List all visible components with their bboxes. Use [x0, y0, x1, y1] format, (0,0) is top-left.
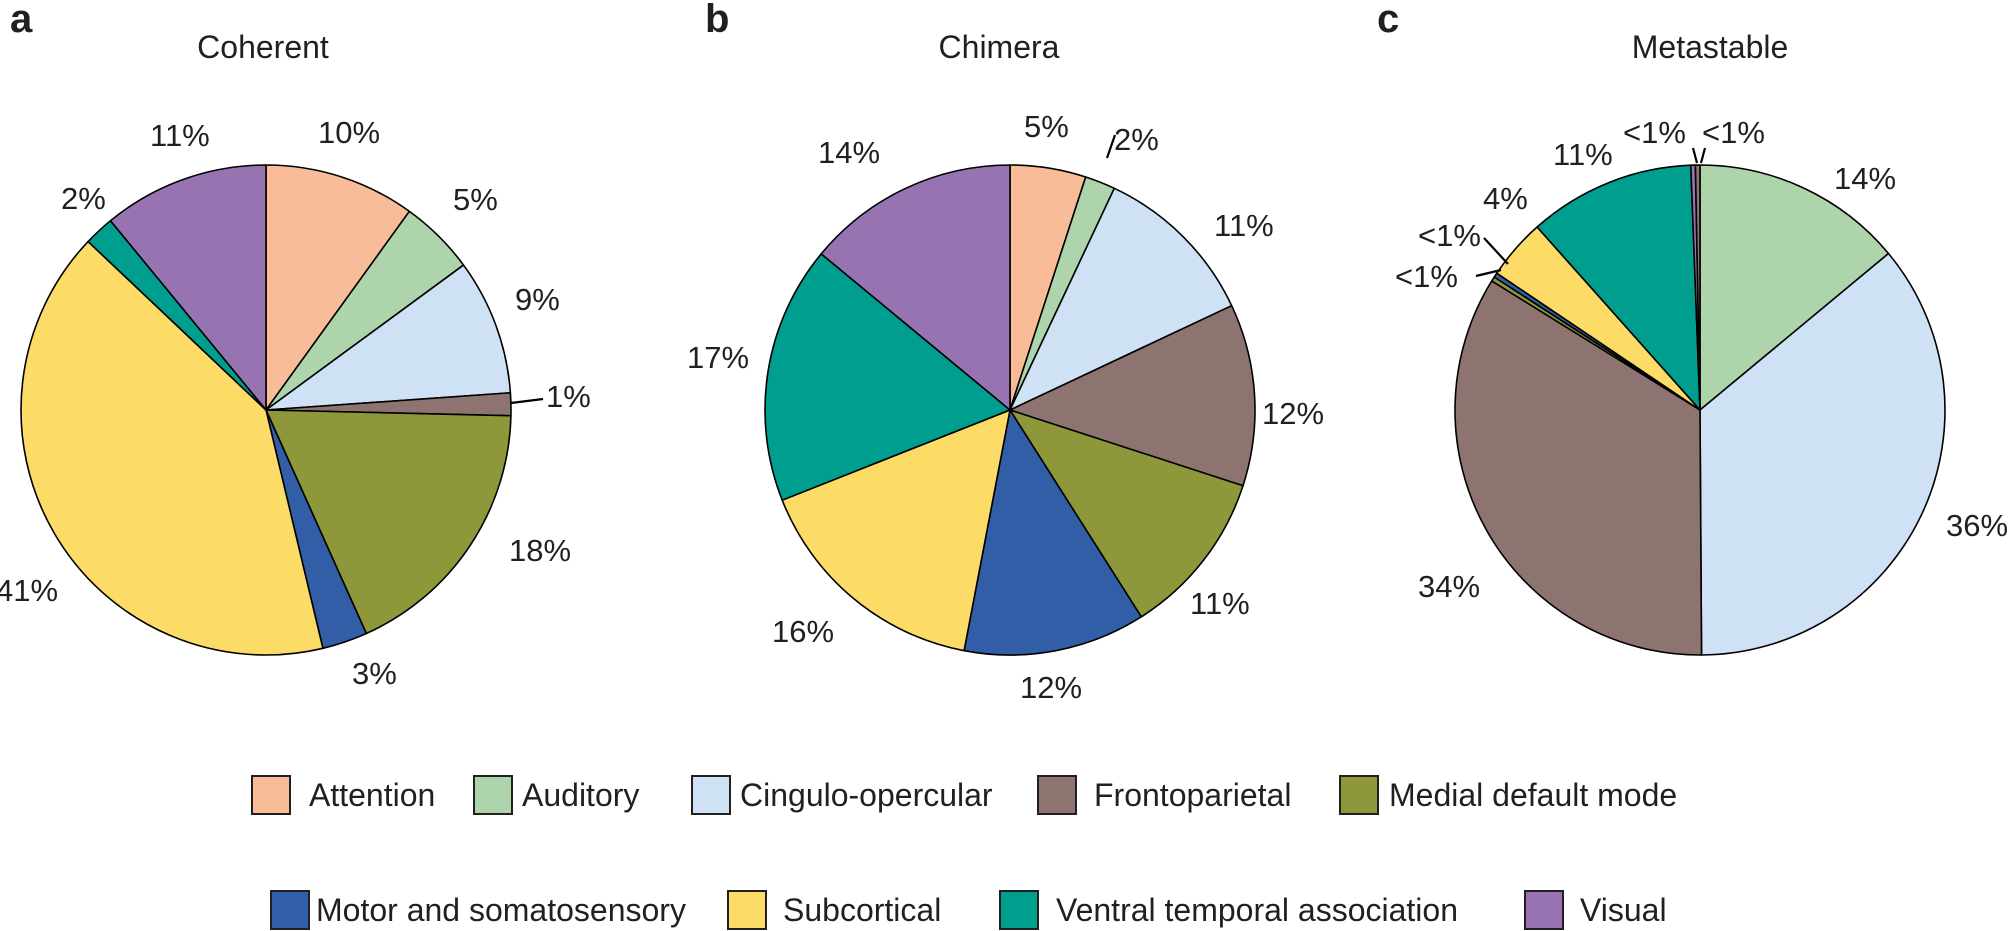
- chart-title-metastable: Metastable: [1632, 29, 1789, 65]
- legend-label-visual: Visual: [1580, 892, 1667, 928]
- pct-visual-b: 14%: [818, 135, 880, 170]
- pct-subcortical-c: 4%: [1483, 181, 1528, 216]
- legend-label-frontoparietal: Frontoparietal: [1094, 777, 1291, 813]
- pct-auditory-b: 2%: [1114, 122, 1159, 157]
- leader-frontoparietal-a: [510, 397, 544, 405]
- pct-motor-b: 12%: [1020, 670, 1082, 705]
- pie-chimera: [764, 164, 1256, 656]
- pie-slice-frontoparietal: [1694, 164, 1701, 411]
- legend-label-subcortical: Subcortical: [783, 892, 941, 928]
- legend-item-visual: Visual: [1524, 890, 1667, 930]
- pct-frontoparietal-a: 1%: [546, 379, 591, 414]
- panel-letter-a: a: [10, 0, 33, 41]
- chart-title-coherent: Coherent: [197, 29, 329, 65]
- pct-attention-b: 5%: [1024, 109, 1069, 144]
- legend-label-auditory: Auditory: [522, 777, 639, 813]
- pct-medial-c: <1%: [1395, 259, 1458, 294]
- legend-label-ventral: Ventral temporal association: [1056, 892, 1458, 928]
- legend-item-auditory: Auditory: [473, 775, 639, 815]
- pie-slice-cingulo-opercular: [265, 264, 512, 411]
- pie-metastable: [1454, 164, 1946, 656]
- legend-swatch-auditory: [473, 775, 513, 815]
- pie-slice-medial-default-mode: [265, 409, 512, 635]
- pct-cingulo-a: 9%: [515, 282, 560, 317]
- legend-item-motor: Motor and somatosensory: [270, 890, 686, 930]
- pie-slice-motor-and-somatosensory: [963, 409, 1143, 656]
- pie-slice-subcortical: [20, 240, 324, 656]
- pct-visual-c: <1%: [1623, 115, 1686, 150]
- legend-swatch-frontoparietal: [1037, 775, 1077, 815]
- leader-auditory-b: [1105, 134, 1117, 159]
- pct-ventral-a: 2%: [61, 181, 106, 216]
- pct-subcortical-b: 16%: [772, 614, 834, 649]
- legend-item-ventral: Ventral temporal association: [999, 890, 1458, 930]
- legend-label-motor: Motor and somatosensory: [316, 892, 686, 928]
- leader-visual-c: [1691, 147, 1699, 164]
- pct-auditory-c: 14%: [1834, 161, 1896, 196]
- pct-cingulo-c: 36%: [1946, 508, 2008, 543]
- pie-slice-cingulo-opercular: [1009, 187, 1233, 411]
- pct-attention-a: 10%: [318, 115, 380, 150]
- panel-b: b Chimera 14% 5% 2% 11% 17% 12% 11% 16% …: [687, 0, 1324, 705]
- pie-slice-auditory: [1699, 164, 1890, 411]
- pct-medial-b: 11%: [1190, 586, 1250, 621]
- pie-slice-cingulo-opercular: [1699, 252, 1946, 656]
- legend: Attention Auditory Cingulo-opercular Fro…: [251, 775, 1677, 930]
- pie-slice-visual: [109, 164, 267, 411]
- pie-slice-frontoparietal: [1009, 304, 1256, 487]
- panel-letter-b: b: [705, 0, 729, 41]
- pct-ventral-c: 11%: [1553, 137, 1613, 172]
- legend-item-medial: Medial default mode: [1339, 775, 1677, 815]
- legend-swatch-motor: [270, 890, 310, 930]
- pie-slice-subcortical: [781, 409, 1011, 652]
- pct-frontoparietal-b: 12%: [1262, 396, 1324, 431]
- pie-slice-medial-default-mode: [1009, 409, 1244, 618]
- leader-motor-c: [1483, 237, 1509, 265]
- leader-medial-c: [1475, 268, 1502, 278]
- pie-slice-frontoparietal: [1454, 280, 1703, 656]
- legend-swatch-medial: [1339, 775, 1379, 815]
- legend-label-attention: Attention: [309, 777, 435, 813]
- pct-motor-c: <1%: [1418, 218, 1481, 253]
- pct-visual-a: 11%: [150, 118, 210, 153]
- panel-c: c Metastable <1% <1% 11% 14% 4% <1% <1% …: [1377, 0, 2008, 656]
- pct-motor-a: 3%: [352, 656, 397, 691]
- legend-swatch-subcortical: [727, 890, 767, 930]
- legend-item-frontoparietal: Frontoparietal: [1037, 775, 1291, 815]
- legend-swatch-ventral: [999, 890, 1039, 930]
- pie-coherent: [20, 164, 512, 656]
- legend-swatch-visual: [1524, 890, 1564, 930]
- pct-frontoparietal-small-c: <1%: [1702, 115, 1765, 150]
- pct-medial-a: 18%: [509, 533, 571, 568]
- leader-frontoparietal-small-c: [1699, 147, 1707, 164]
- pct-cingulo-b: 11%: [1214, 208, 1274, 243]
- legend-item-cingulo: Cingulo-opercular: [691, 775, 993, 815]
- pie-slice-ventral-temporal-association: [764, 253, 1011, 501]
- chart-title-chimera: Chimera: [939, 29, 1060, 65]
- panel-letter-c: c: [1377, 0, 1399, 41]
- pie-slice-ventral-temporal-association: [1536, 164, 1701, 411]
- pct-ventral-b: 17%: [687, 340, 749, 375]
- pct-frontoparietal-c: 34%: [1418, 569, 1480, 604]
- pie-slice-visual: [820, 164, 1011, 411]
- legend-label-medial: Medial default mode: [1389, 777, 1677, 813]
- panel-a: a Coherent 11% 10% 2% 5% 9% 1% 18% 41% 3…: [0, 0, 591, 691]
- pie-slice-attention: [265, 164, 411, 411]
- legend-item-subcortical: Subcortical: [727, 890, 941, 930]
- legend-item-attention: Attention: [251, 775, 435, 815]
- pct-subcortical-a: 41%: [0, 573, 58, 608]
- pct-auditory-a: 5%: [453, 182, 498, 217]
- legend-label-cingulo: Cingulo-opercular: [740, 777, 993, 813]
- legend-swatch-attention: [251, 775, 291, 815]
- legend-swatch-cingulo: [691, 775, 731, 815]
